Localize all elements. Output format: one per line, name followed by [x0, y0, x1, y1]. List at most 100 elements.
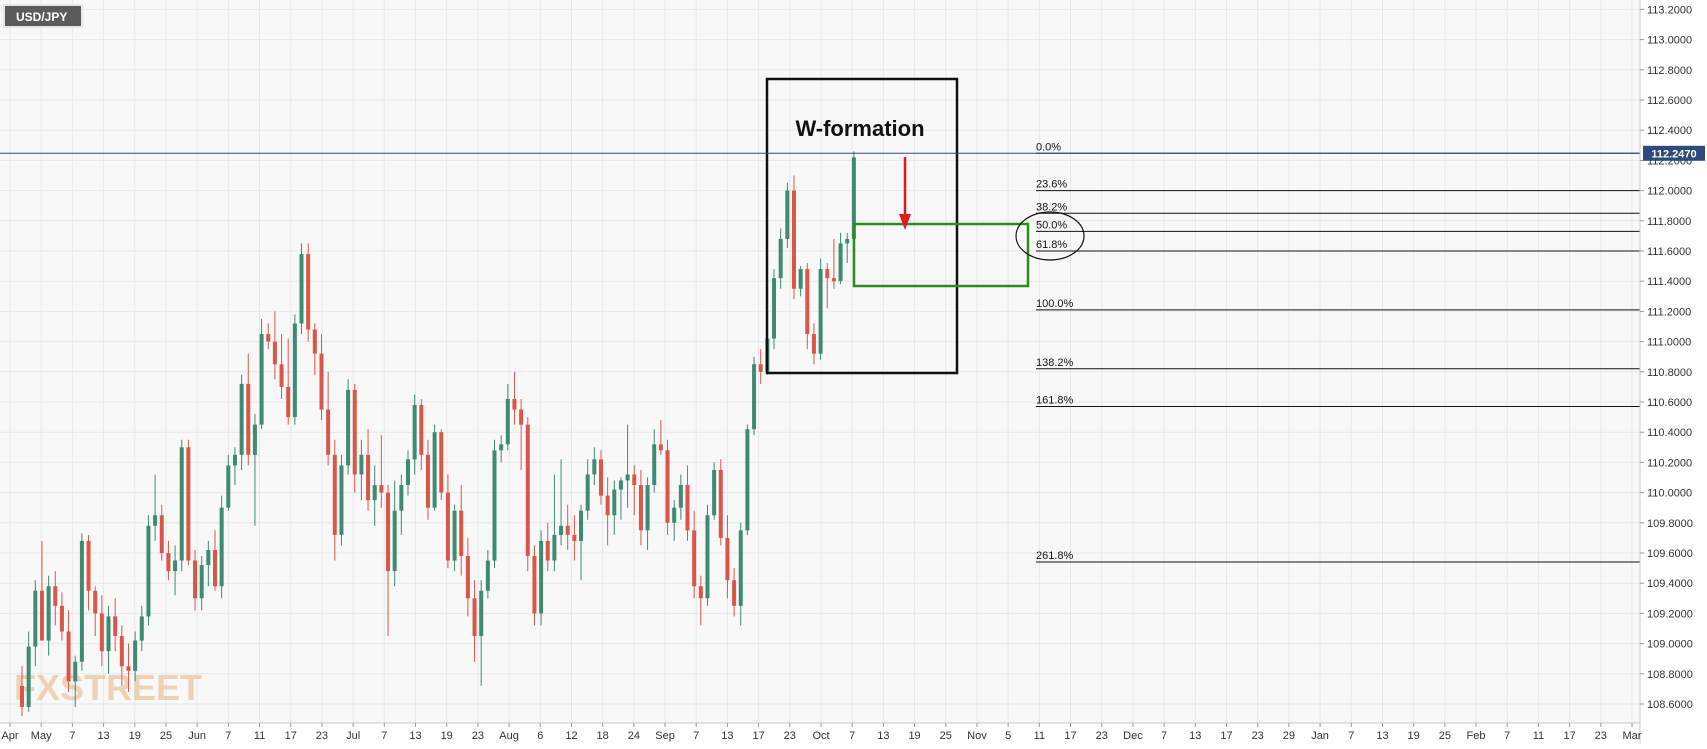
candle-body	[139, 616, 144, 641]
y-tick-label: 111.6000	[1647, 246, 1691, 258]
fib-zone-circle	[1015, 211, 1085, 261]
candle-body	[818, 269, 823, 354]
candle-body	[465, 556, 470, 599]
x-tick-label: 11	[1034, 730, 1045, 742]
x-tick-label: 18	[597, 730, 609, 742]
w-formation-label: W-formation	[795, 116, 924, 141]
candle-body	[405, 459, 410, 486]
y-tick-label: 112.8000	[1647, 65, 1692, 77]
x-tick-label: 23	[784, 730, 796, 742]
candle-body	[525, 424, 530, 557]
candle-body	[286, 386, 291, 418]
candle-body	[439, 432, 444, 493]
watermark-layer: FXSTREET	[14, 667, 202, 708]
candle-body	[825, 269, 830, 279]
candle-body	[259, 334, 264, 425]
candle-body	[299, 254, 304, 324]
y-tick-label: 109.8000	[1647, 518, 1693, 530]
candle-body	[798, 269, 803, 289]
candle-body	[712, 469, 717, 516]
candle-body	[359, 454, 364, 475]
candle-body	[745, 429, 750, 531]
x-tick-label: 7	[69, 730, 75, 742]
x-tick-label: Aug	[499, 730, 519, 742]
candle-body	[579, 510, 584, 541]
candle-body	[445, 492, 450, 561]
fib-level-label: 61.8%	[1036, 239, 1067, 251]
candle-body	[685, 485, 690, 531]
candle-body	[419, 405, 424, 455]
x-tick-label: 29	[1283, 730, 1295, 742]
candle-body	[332, 454, 337, 535]
y-tick-label: 110.2000	[1647, 457, 1692, 469]
candle-body	[665, 450, 670, 523]
symbol-badge-bg[interactable]	[3, 4, 83, 28]
candle-body	[638, 485, 643, 531]
x-tick-label: 7	[381, 730, 387, 742]
candle-body	[718, 469, 723, 538]
x-tick-label: 11	[254, 730, 265, 742]
annotations: W-formation	[765, 77, 1085, 375]
y-tick-label: 112.0000	[1647, 186, 1692, 198]
candle-body	[572, 534, 577, 541]
candle-body	[692, 530, 697, 587]
candle-body	[306, 254, 311, 330]
candle-body	[166, 553, 171, 572]
candle-body	[212, 549, 217, 587]
red-arrow-head	[899, 214, 911, 230]
x-tick-label: 7	[1504, 730, 1510, 742]
candle-body	[133, 640, 138, 671]
x-tick-label: 19	[1408, 730, 1420, 742]
y-tick-label: 111.8000	[1647, 216, 1691, 228]
x-tick-label: 23	[1252, 730, 1264, 742]
candle-body	[379, 485, 384, 493]
candle-body	[778, 238, 783, 279]
candle-body	[845, 238, 850, 244]
x-tick-label: 17	[285, 730, 297, 742]
candle-body	[625, 474, 630, 481]
candle-body	[339, 465, 344, 535]
candle-body	[738, 530, 743, 606]
candle-body	[698, 586, 703, 599]
candle-body	[39, 590, 44, 641]
candle-body	[598, 459, 603, 496]
x-tick-label: 23	[1595, 730, 1607, 742]
x-tick-label: May	[31, 730, 52, 742]
candle-body	[266, 334, 271, 342]
candle-body	[472, 598, 477, 637]
x-tick-label: Jan	[1311, 730, 1329, 742]
candle-body	[219, 507, 224, 587]
candle-body	[312, 329, 317, 354]
candle-body	[678, 485, 683, 508]
candle-body	[159, 515, 164, 553]
candle-body	[153, 515, 158, 526]
y-tick-label: 109.6000	[1647, 548, 1693, 560]
symbol-badge[interactable]: USD/JPY	[3, 4, 83, 28]
x-tick-label: 11	[1533, 730, 1544, 742]
candle-body	[772, 278, 777, 339]
fib-level-label: 138.2%	[1036, 357, 1074, 369]
candles	[20, 151, 856, 717]
x-tick-label: 25	[160, 730, 172, 742]
y-tick-label: 113.0000	[1647, 35, 1692, 47]
price-tag: 112.2470	[1643, 145, 1705, 161]
candle-body	[46, 586, 51, 641]
candle-body	[199, 565, 204, 599]
y-tick-label: 113.2000	[1647, 4, 1692, 16]
x-tick-label: 19	[441, 730, 453, 742]
watermark-logo: FXSTREET	[14, 667, 202, 708]
candle-body	[20, 685, 24, 708]
candle-body	[193, 560, 198, 599]
candle-body	[725, 537, 730, 581]
x-tick-label: Sep	[655, 730, 675, 742]
candle-body	[73, 661, 78, 682]
candle-body	[499, 444, 504, 451]
candle-body	[119, 636, 124, 667]
candle-body	[791, 190, 796, 289]
candle-body	[26, 646, 31, 708]
x-tick-label: 7	[1161, 730, 1167, 742]
candle-body	[59, 605, 64, 632]
x-tick-label: 23	[1096, 730, 1108, 742]
candle-body	[559, 525, 564, 535]
